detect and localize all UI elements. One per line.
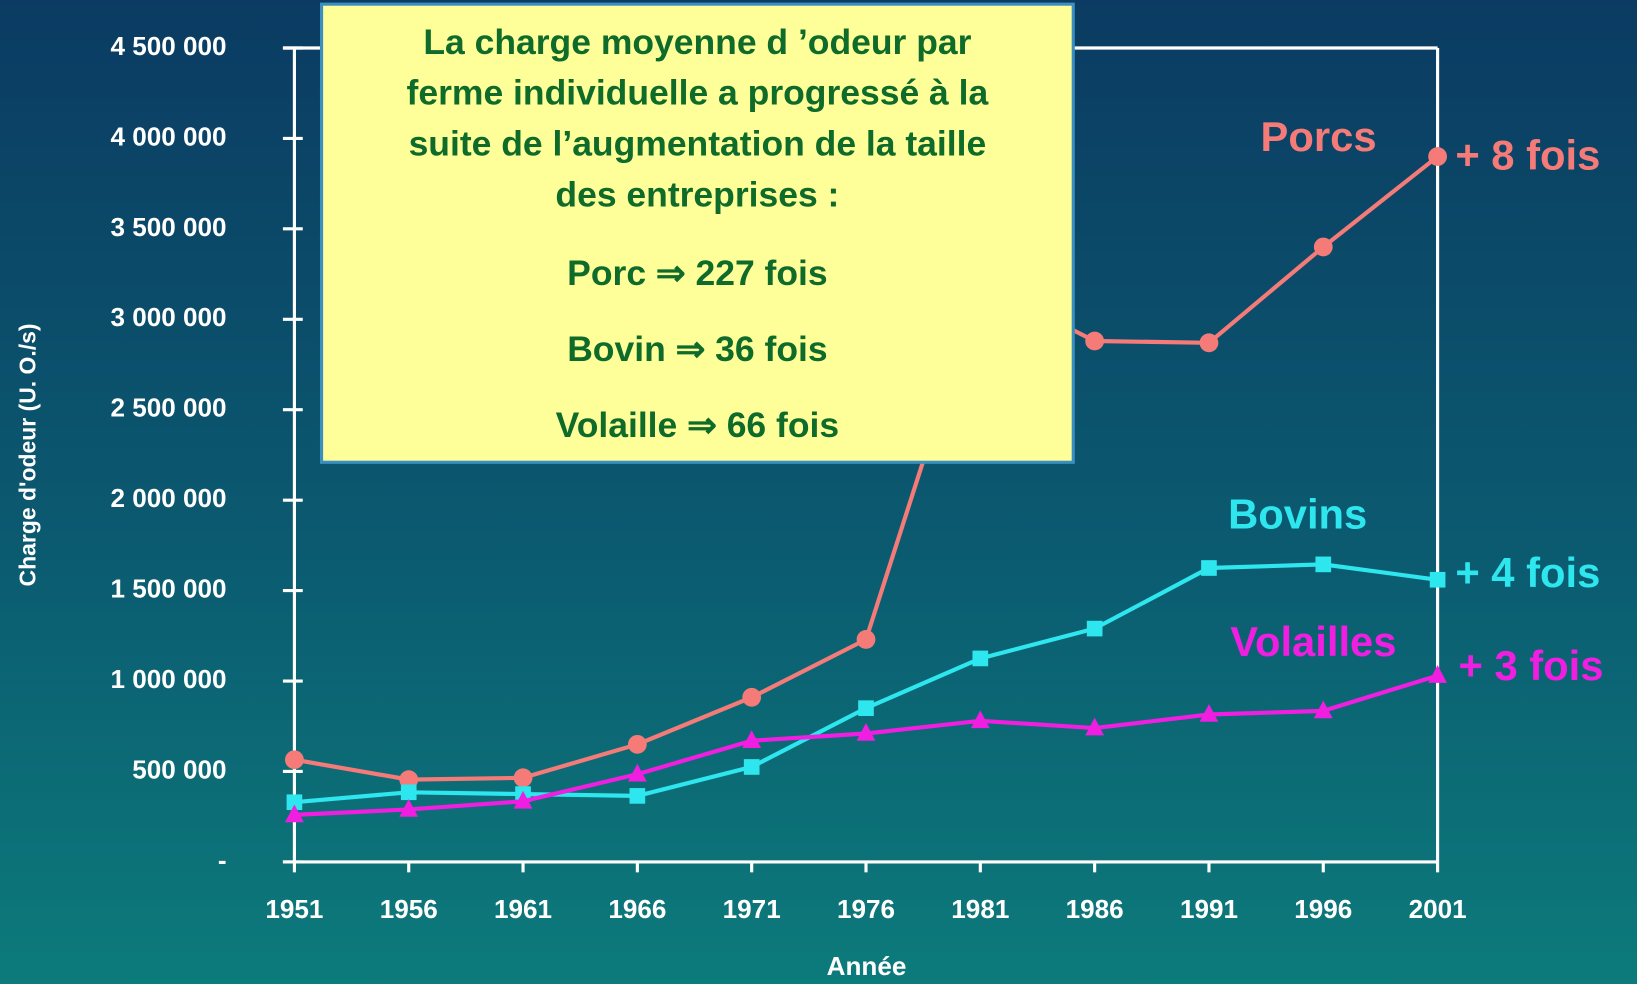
end-label: + 8 fois	[1455, 132, 1600, 179]
y-tick-label: 3 500 000	[111, 212, 227, 242]
series-label: Porcs	[1261, 113, 1377, 160]
marker	[743, 759, 760, 775]
marker	[1313, 700, 1333, 719]
x-tick-label: 1991	[1180, 894, 1238, 924]
x-tick-label: 1976	[837, 894, 895, 924]
end-label: + 3 fois	[1458, 642, 1603, 689]
x-tick-label: 1956	[380, 894, 438, 924]
marker	[627, 734, 647, 754]
annotation-line: Porc ⇒ 227 fois	[567, 253, 827, 293]
marker	[285, 804, 304, 823]
marker	[856, 723, 876, 741]
annotation-line: Volaille ⇒ 66 fois	[556, 405, 839, 445]
y-tick-label: 4 500 000	[111, 31, 227, 61]
marker	[1428, 665, 1447, 683]
marker	[629, 788, 646, 804]
y-tick-label: 2 000 000	[111, 483, 227, 513]
x-tick-label: 1986	[1066, 894, 1124, 924]
marker	[513, 790, 533, 809]
marker	[858, 700, 874, 716]
marker	[286, 794, 303, 811]
x-tick-label: 1996	[1294, 894, 1352, 924]
end-label: + 4 fois	[1455, 549, 1600, 596]
x-tick-label: 1981	[951, 894, 1009, 924]
marker	[856, 630, 876, 649]
marker	[399, 799, 419, 817]
x-tick-label: 2001	[1409, 894, 1467, 924]
y-tick-label: 500 000	[132, 754, 226, 784]
x-tick-label: 1966	[608, 894, 666, 924]
y-tick-label: 3 000 000	[111, 302, 227, 332]
x-axis-label: Année	[827, 951, 907, 981]
annotation-line: des entreprises :	[555, 175, 839, 215]
marker	[1085, 331, 1105, 351]
marker	[399, 770, 419, 790]
series-label: Bovins	[1228, 491, 1367, 538]
marker	[1199, 704, 1219, 722]
marker	[970, 710, 990, 729]
y-tick-label: 1 500 000	[111, 574, 227, 604]
marker	[742, 687, 762, 707]
marker	[1086, 620, 1103, 637]
marker	[1315, 556, 1332, 573]
annotation-line: Bovin ⇒ 36 fois	[567, 329, 827, 369]
x-tick-label: 1951	[265, 894, 323, 924]
x-tick-label: 1971	[723, 894, 781, 924]
annotation-line: suite de l’augmentation de la taille	[409, 123, 987, 163]
x-tick-label: 1961	[494, 894, 552, 924]
marker	[285, 750, 304, 770]
marker	[1313, 237, 1333, 257]
marker	[1085, 717, 1105, 736]
marker	[513, 768, 533, 788]
marker	[1199, 333, 1219, 353]
y-tick-label: 1 000 000	[111, 664, 227, 694]
marker	[742, 730, 762, 749]
annotation-line: ferme individuelle a progressé à la	[407, 72, 989, 112]
marker	[400, 784, 417, 801]
y-axis-label: Charge d'odeur (U. O./s)	[14, 323, 40, 586]
annotation-line: La charge moyenne d ’odeur par	[423, 22, 971, 62]
marker	[1428, 147, 1447, 166]
marker	[627, 763, 647, 782]
y-tick-label: 2 500 000	[111, 393, 227, 423]
marker	[1201, 560, 1217, 576]
y-tick-label: 4 000 000	[111, 121, 227, 151]
marker	[972, 650, 989, 667]
marker	[1429, 571, 1446, 588]
annotation-box	[319, 2, 1075, 464]
y-tick-label: -	[218, 845, 227, 875]
series-label: Volailles	[1230, 618, 1396, 665]
